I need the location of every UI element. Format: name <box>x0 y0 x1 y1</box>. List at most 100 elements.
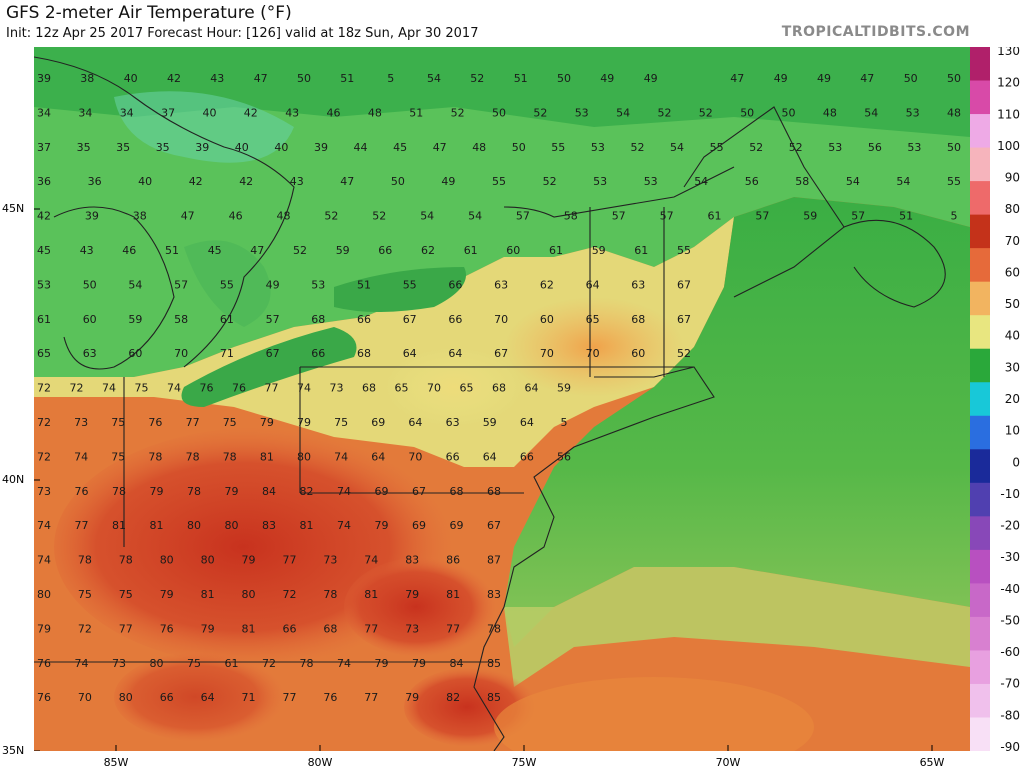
coast-michigan <box>53 206 175 370</box>
temperature-value: 53 <box>644 175 658 188</box>
temperature-value: 79 <box>201 622 215 635</box>
temperature-value: 80 <box>225 519 239 532</box>
temperature-value: 39 <box>195 141 209 154</box>
hot-core-virginia <box>344 557 504 657</box>
temperature-value: 47 <box>860 72 874 85</box>
temperature-value: 64 <box>586 278 600 291</box>
temperature-value: 81 <box>242 622 256 635</box>
colder-band <box>34 47 970 137</box>
longitude-label: 70W <box>715 756 741 769</box>
temperature-value: 55 <box>220 278 234 291</box>
temperature-value: 77 <box>364 622 378 635</box>
temperature-value: 76 <box>148 416 162 429</box>
lake-ontario <box>334 267 466 312</box>
legend-tick-label: 10 <box>1005 424 1020 438</box>
temperature-value: 73 <box>74 416 88 429</box>
temperature-value: 69 <box>450 519 464 532</box>
temperature-value: 80 <box>297 450 311 463</box>
legend-swatch <box>970 583 990 618</box>
temperature-value: 75 <box>187 657 201 670</box>
temperature-value: 71 <box>242 691 256 704</box>
temperature-value: 52 <box>699 106 713 119</box>
temperature-value: 52 <box>789 141 803 154</box>
temperature-value: 51 <box>165 244 179 257</box>
temperature-value: 71 <box>220 347 234 360</box>
temperature-value: 72 <box>37 450 51 463</box>
temperature-value: 66 <box>311 347 325 360</box>
temperature-value: 48 <box>947 106 961 119</box>
temperature-value: 59 <box>557 382 571 395</box>
legend-tick-label: 60 <box>1005 266 1020 280</box>
temperature-value: 61 <box>549 244 563 257</box>
temperature-value: 74 <box>167 382 181 395</box>
lake-michigan <box>184 240 271 327</box>
temperature-value: 54 <box>420 210 434 223</box>
temperature-value: 77 <box>186 416 200 429</box>
temperature-labels: 39 38 40 42 43 47 50 51 5 54 52 51 50 49 49 47 49 49 47 50 5… <box>37 72 961 704</box>
temperature-value: 61 <box>634 244 648 257</box>
temperature-value: 79 <box>405 588 419 601</box>
coast-upper <box>34 56 295 368</box>
temperature-value: 36 <box>37 175 51 188</box>
temperature-value: 79 <box>260 416 274 429</box>
temperature-value: 75 <box>334 416 348 429</box>
temperature-value: 80 <box>160 554 174 567</box>
temperature-value: 42 <box>167 72 181 85</box>
temperature-value: 79 <box>297 416 311 429</box>
temperature-value: 68 <box>362 382 376 395</box>
temperature-value: 67 <box>266 347 280 360</box>
temperature-value: 48 <box>368 106 382 119</box>
temperature-value: 64 <box>525 382 539 395</box>
legend-tick-label: -50 <box>1000 614 1020 628</box>
chart-header: GFS 2-meter Air Temperature (°F) Init: 1… <box>0 0 1024 46</box>
latitude-labels <box>34 208 40 751</box>
longitude-label: 85W <box>103 756 129 769</box>
temperature-value: 60 <box>128 347 142 360</box>
temperature-value: 52 <box>324 210 338 223</box>
temperature-value: 78 <box>223 450 237 463</box>
boundaries <box>34 56 946 751</box>
legend-swatch <box>970 114 990 149</box>
temperature-value: 72 <box>262 657 276 670</box>
temperature-value: 66 <box>357 313 371 326</box>
temperature-value: 65 <box>586 313 600 326</box>
temperature-value: 52 <box>677 347 691 360</box>
temperature-value: 42 <box>37 210 51 223</box>
temperature-value: 47 <box>340 175 354 188</box>
temperature-value: 55 <box>710 141 724 154</box>
legend-swatch <box>970 650 990 685</box>
temperature-value: 74 <box>337 657 351 670</box>
legend-swatch <box>970 549 990 584</box>
temperature-value: 45 <box>393 141 407 154</box>
temperature-value: 58 <box>564 210 578 223</box>
legend-tick-label: 20 <box>1005 392 1020 406</box>
temperature-value: 79 <box>37 622 51 635</box>
temperature-value: 53 <box>311 278 325 291</box>
temperature-value: 75 <box>111 450 125 463</box>
temperature-value: 64 <box>371 450 385 463</box>
temperature-value: 74 <box>37 554 51 567</box>
temperature-value: 77 <box>75 519 89 532</box>
temperature-value: 61 <box>37 313 51 326</box>
temperature-value: 54 <box>846 175 860 188</box>
legend-swatch <box>970 348 990 383</box>
temperature-value: 66 <box>448 313 462 326</box>
temperature-value: 39 <box>314 141 328 154</box>
temperature-value: 63 <box>446 416 460 429</box>
legend-swatch <box>970 281 990 316</box>
warm-ocean-south <box>494 677 814 751</box>
temperature-value: 61 <box>220 313 234 326</box>
temperature-value: 69 <box>375 485 389 498</box>
temperature-value: 79 <box>225 485 239 498</box>
temperature-value: 84 <box>262 485 276 498</box>
legend-tick-label: 40 <box>1005 329 1020 343</box>
temperature-value: 54 <box>896 175 910 188</box>
temperature-value: 77 <box>283 691 297 704</box>
temperature-value: 50 <box>391 175 405 188</box>
temperature-value: 47 <box>730 72 744 85</box>
legend-swatch <box>970 516 990 551</box>
temperature-value: 85 <box>487 691 501 704</box>
temperature-value: 80 <box>201 554 215 567</box>
temperature-value: 35 <box>156 141 170 154</box>
temperature-value: 45 <box>208 244 222 257</box>
